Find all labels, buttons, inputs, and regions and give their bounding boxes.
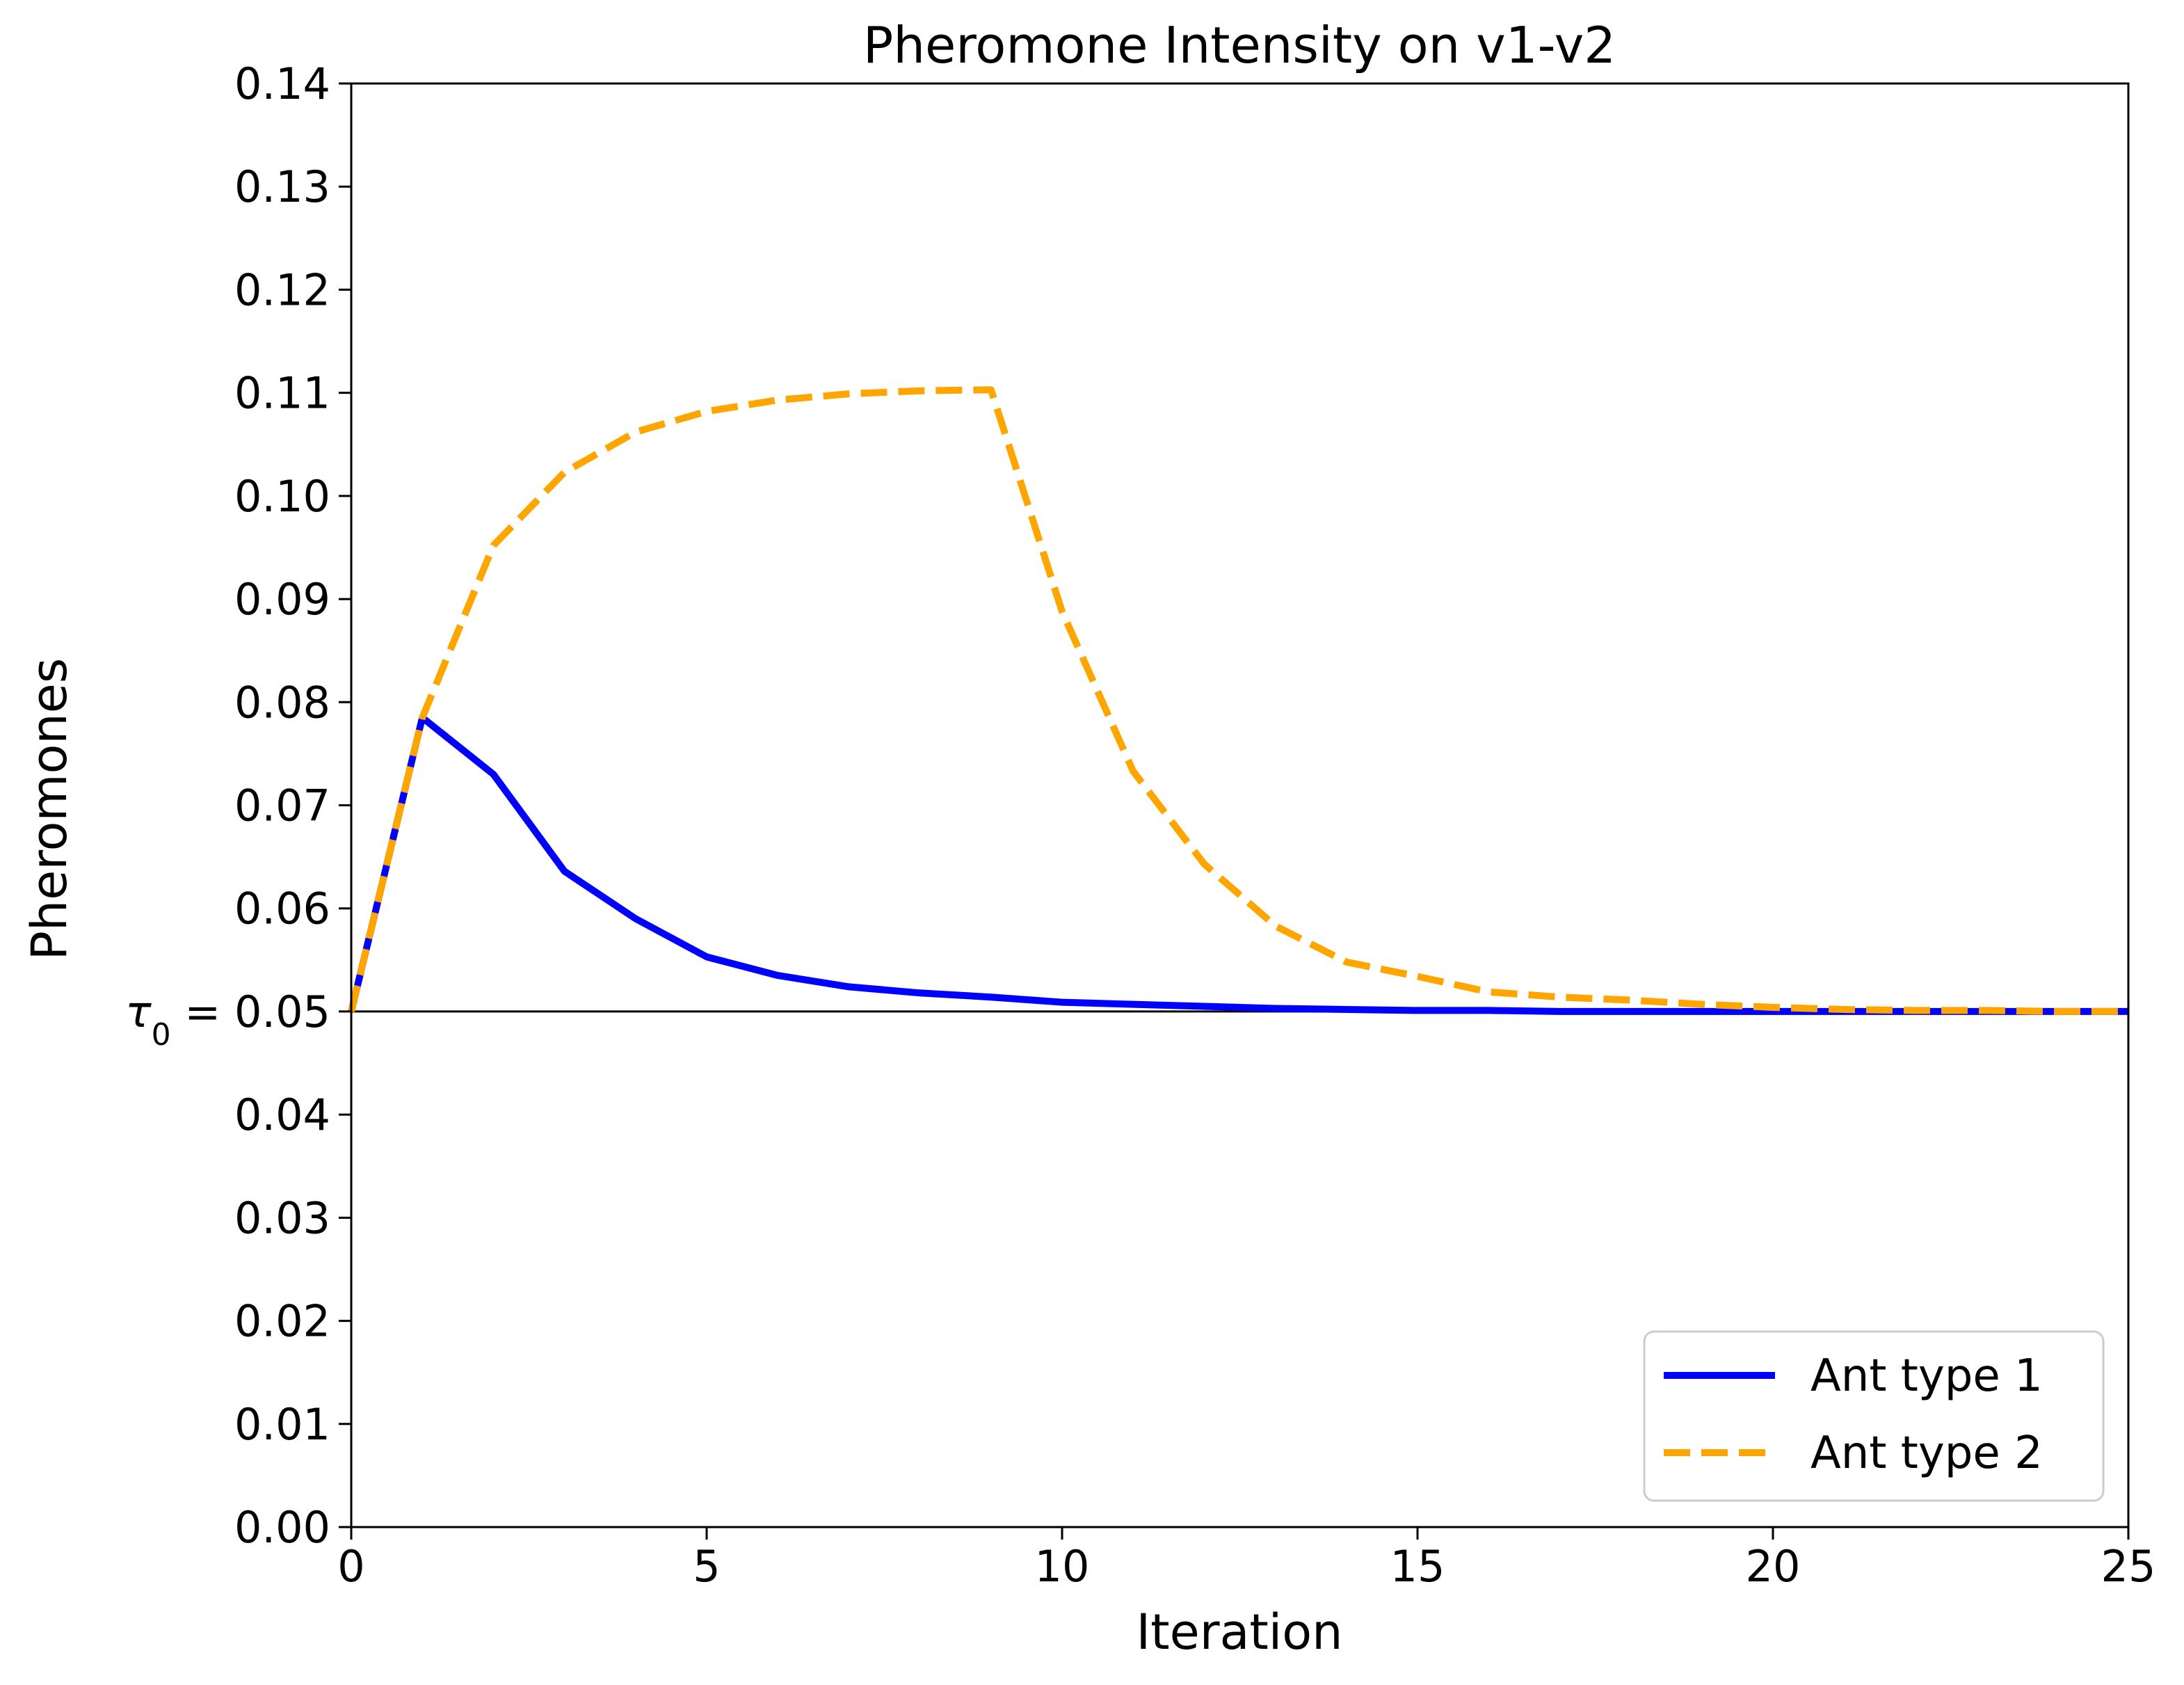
y-tick-label: 0.14 [234,58,330,109]
y-tick-label: 0.03 [234,1192,330,1243]
x-tick-label: 20 [1746,1541,1801,1592]
y-tick-label: 0.01 [234,1399,330,1450]
y-axis-label: Pheromones [21,658,78,961]
series-line-ant-type-2 [348,386,2128,1015]
chart-title: Pheromone Intensity on v1-v2 [863,16,1616,74]
y-tick-label: 0.08 [234,677,330,728]
y-tick-label: 0.09 [234,574,330,625]
legend-label-ant-type-1: Ant type 1 [1810,1350,2043,1402]
y-tick-label: 0.12 [234,264,330,315]
y-tick-label: 0.06 [234,884,330,934]
legend-label-ant-type-2: Ant type 2 [1810,1428,2043,1479]
y-tick-label: 0.10 [234,471,330,522]
x-tick-label: 25 [2101,1541,2156,1592]
y-tick-label: 0.13 [234,161,330,212]
y-tick-label: 0.02 [234,1296,330,1347]
y-tick-label: 0.07 [234,781,330,831]
x-tick-label: 10 [1035,1541,1090,1592]
plot-area: 0 5 10 15 20 25 0.00 0.01 0.02 0.03 0.04 τ0 = 0.05 0… [125,58,2155,1592]
y-tick-label: 0.04 [234,1089,330,1140]
legend: Ant type 1 Ant type 2 [1643,1330,2105,1502]
x-tick-label: 5 [693,1541,720,1592]
x-tick-label: 0 [337,1541,364,1592]
y-tick-label: 0.00 [234,1502,330,1553]
y-tick-label-tau0: τ0 = 0.05 [125,987,330,1053]
x-axis-label: Iteration [1137,1604,1343,1661]
x-tick-label: 15 [1390,1541,1445,1592]
y-tick-label: 0.11 [234,368,330,419]
